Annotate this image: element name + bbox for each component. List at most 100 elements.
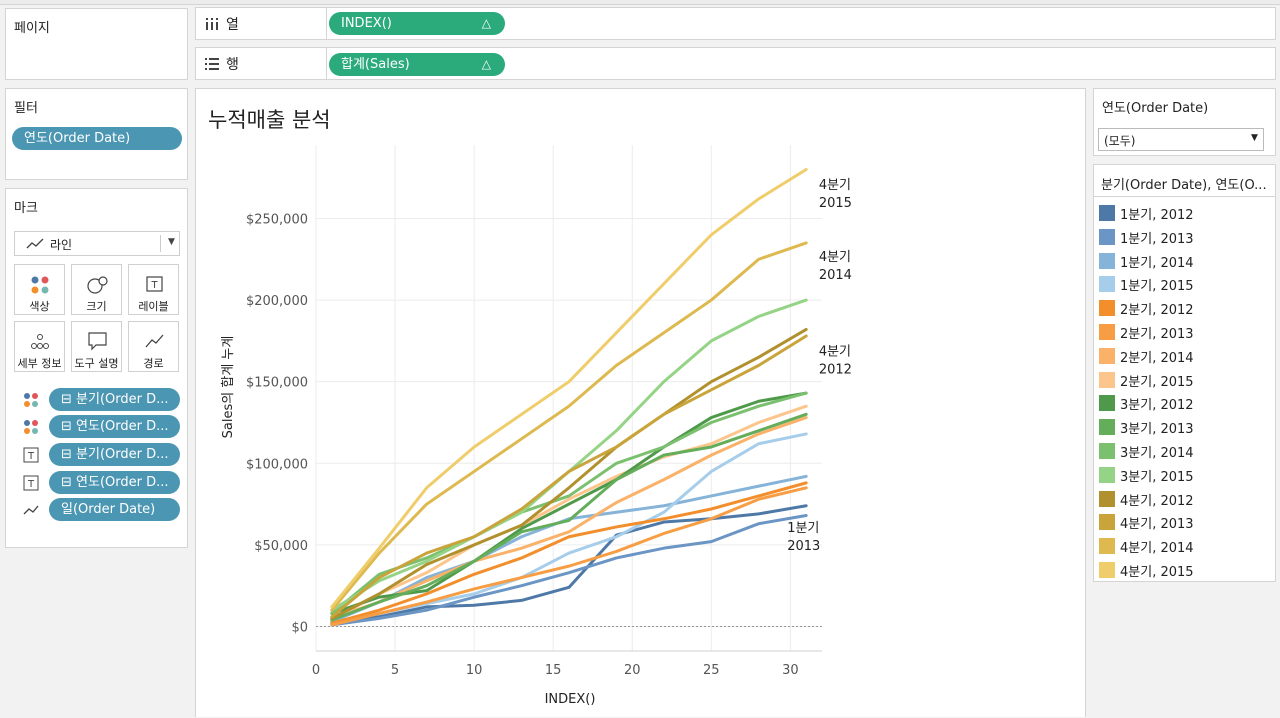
legend-label: 4분기, 2012	[1120, 493, 1194, 509]
year-filter-card: 연도(Order Date) (모두) ▼	[1093, 88, 1276, 156]
x-axis-ticks: 0 5 10 15 20 25 30	[312, 663, 799, 678]
legend-item[interactable]: 1분기, 2014	[1099, 251, 1269, 271]
year-filter-value: (모두)	[1104, 134, 1136, 148]
columns-pill-index[interactable]: INDEX() △	[329, 12, 505, 35]
series-line[interactable]	[330, 167, 808, 609]
annotation-year: 2012	[819, 363, 852, 378]
legend-item[interactable]: 1분기, 2012	[1099, 203, 1269, 223]
series-line[interactable]	[330, 416, 808, 620]
year-filter-title: 연도(Order Date)	[1102, 101, 1209, 116]
legend-label: 3분기, 2012	[1120, 398, 1194, 414]
y-tick-label: $50,000	[254, 539, 308, 554]
series-line[interactable]	[330, 486, 808, 627]
chart-title: 누적매출 분석	[208, 108, 331, 132]
legend-item[interactable]: 2분기, 2014	[1099, 346, 1269, 366]
legend-item[interactable]: 4분기, 2013	[1099, 512, 1269, 532]
color-dots-icon	[24, 393, 38, 407]
mark-field-row: 일(Order Date)	[6, 498, 189, 522]
y-axis-ticks: $0 $50,000 $100,000 $150,000 $200,000 $250,00…	[246, 212, 308, 635]
legend-swatch	[1099, 514, 1115, 531]
tooltip-icon	[88, 332, 107, 351]
pages-card[interactable]: 페이지	[5, 8, 188, 80]
mark-field-pill[interactable]: ⊟ 연도(Order D...	[49, 471, 180, 494]
series-line[interactable]	[330, 391, 808, 615]
y-tick-label: $250,000	[246, 212, 308, 227]
annotation-quarter: 1분기	[787, 521, 819, 536]
label-icon: T	[23, 475, 39, 491]
legend-label: 4분기, 2015	[1120, 565, 1194, 580]
legend-item[interactable]: 1분기, 2015	[1099, 274, 1269, 294]
series-line[interactable]	[330, 481, 808, 625]
legend-swatch	[1099, 395, 1115, 412]
legend-list: 1분기, 2012 1분기, 2013 1분기, 2014 1분기, 2015 2분기,…	[1094, 203, 1275, 580]
annotation-year: 2014	[819, 268, 852, 283]
marks-card: 마크 라인 ▼ 색상 크기 T 레이블 세부 정보 도구 설명 경로 ⊟ 분기(…	[5, 188, 188, 548]
legend-label: 3분기, 2015	[1120, 469, 1194, 485]
series-line[interactable]	[330, 504, 808, 625]
columns-pill-label: INDEX()	[341, 16, 392, 31]
line-mark-icon	[26, 238, 44, 249]
legend-item[interactable]: 3분기, 2012	[1099, 393, 1269, 413]
legend-label: 4분기, 2014	[1120, 541, 1194, 557]
size-button-label: 크기	[86, 300, 107, 313]
legend-item[interactable]: 3분기, 2013	[1099, 417, 1269, 437]
y-tick-label: $0	[291, 621, 308, 636]
series-line[interactable]	[330, 391, 808, 615]
annotation-year: 2015	[819, 196, 852, 211]
table-calc-delta-icon: △	[481, 57, 491, 71]
shelf-divider	[326, 8, 327, 39]
x-tick-label: 10	[466, 663, 483, 678]
series-line[interactable]	[330, 404, 808, 622]
legend-item[interactable]: 4분기, 2014	[1099, 536, 1269, 556]
year-filter-select[interactable]: (모두) ▼	[1098, 128, 1264, 151]
legend-label: 1분기, 2015	[1120, 279, 1194, 295]
svg-text:T: T	[150, 280, 158, 291]
legend-item[interactable]: 3분기, 2015	[1099, 465, 1269, 485]
series-line[interactable]	[330, 334, 808, 619]
legend-item[interactable]: 3분기, 2014	[1099, 441, 1269, 461]
tooltip-button[interactable]: 도구 설명	[71, 321, 122, 372]
top-toolbar-strip	[0, 0, 1280, 5]
chevron-down-icon[interactable]: ▼	[168, 237, 175, 247]
series-line[interactable]	[330, 241, 808, 612]
mark-field-pill[interactable]: ⊟ 연도(Order D...	[49, 415, 180, 438]
annotation-quarter: 4분기	[819, 178, 851, 193]
legend-swatch	[1099, 300, 1115, 317]
filters-card[interactable]: 필터 연도(Order Date)	[5, 88, 188, 180]
rows-pill-sales[interactable]: 합계(Sales) △	[329, 53, 505, 76]
legend-item[interactable]: 1분기, 2013	[1099, 227, 1269, 247]
series-line[interactable]	[330, 327, 808, 620]
series-line[interactable]	[330, 412, 808, 622]
mark-field-pill[interactable]: 일(Order Date)	[49, 498, 180, 521]
filter-pill-year[interactable]: 연도(Order Date)	[12, 127, 182, 150]
legend-item[interactable]: 2분기, 2012	[1099, 298, 1269, 318]
mark-field-pill[interactable]: ⊟ 분기(Order D...	[49, 388, 180, 411]
detail-button[interactable]: 세부 정보	[14, 321, 65, 372]
annotation-quarter: 4분기	[819, 345, 851, 360]
legend-swatch	[1099, 324, 1115, 340]
legend-swatch	[1099, 538, 1115, 555]
shelf-divider	[326, 48, 327, 79]
mark-field-pill[interactable]: ⊟ 분기(Order D...	[49, 443, 180, 466]
dropdown-divider	[160, 235, 161, 252]
series-line[interactable]	[330, 514, 808, 627]
path-button[interactable]: 경로	[128, 321, 179, 372]
color-button[interactable]: 색상	[14, 264, 65, 315]
columns-shelf[interactable]: 열 INDEX() △	[195, 7, 1276, 40]
mark-type-select[interactable]: 라인 ▼	[14, 231, 180, 256]
label-button[interactable]: T 레이블	[128, 264, 179, 315]
legend-item[interactable]: 4분기, 2012	[1099, 489, 1269, 509]
columns-icon	[206, 18, 218, 30]
size-button[interactable]: 크기	[71, 264, 122, 315]
legend-label: 1분기, 2014	[1120, 255, 1194, 271]
line-chart[interactable]: 누적매출 분석 $0 $50,000 $100,000 $150,000 $200,00…	[196, 89, 1085, 718]
legend-item[interactable]: 2분기, 2015	[1099, 370, 1269, 390]
legend-title-bar: 분기(Order Date), 연도(O...	[1094, 165, 1275, 197]
svg-text:T: T	[27, 451, 35, 462]
rows-shelf[interactable]: 행 합계(Sales) △	[195, 47, 1276, 80]
columns-label: 열	[226, 17, 239, 33]
rows-label: 행	[226, 57, 239, 73]
legend-item[interactable]: 4분기, 2015	[1099, 560, 1269, 580]
legend-item[interactable]: 2분기, 2013	[1099, 322, 1269, 342]
detail-button-label: 세부 정보	[17, 357, 62, 370]
